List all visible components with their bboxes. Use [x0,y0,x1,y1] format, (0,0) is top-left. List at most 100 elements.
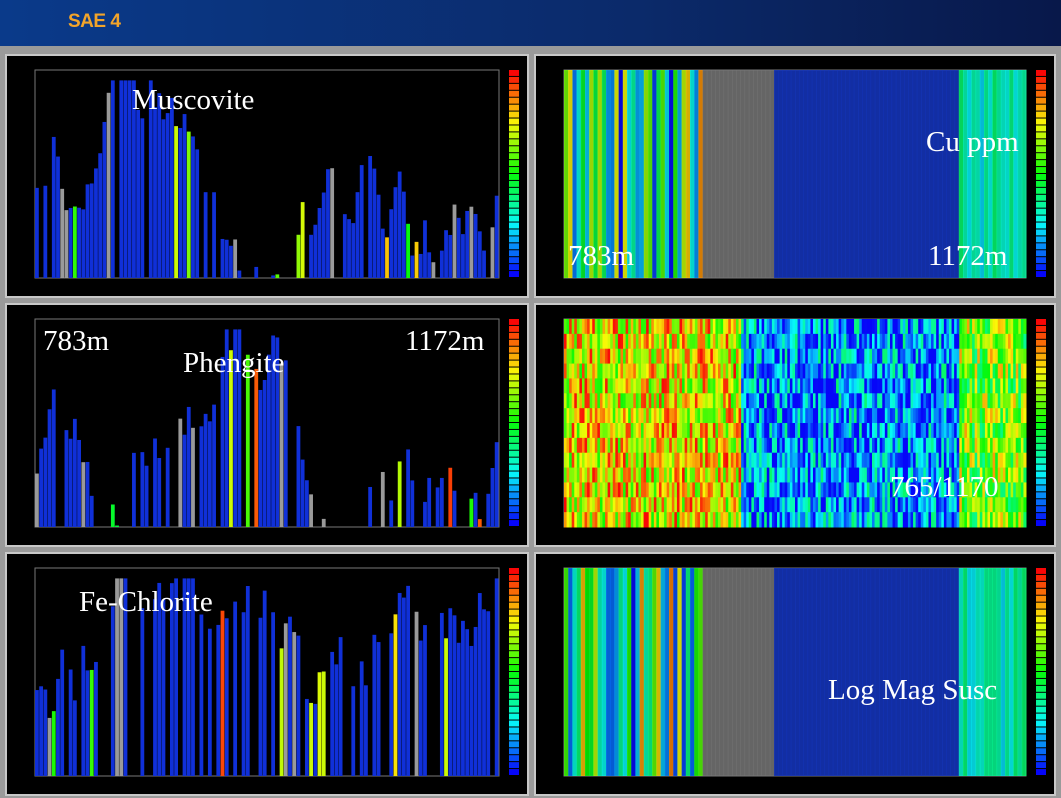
speck [918,512,922,528]
speck [789,378,793,394]
speck [705,452,709,469]
speck [895,333,899,350]
speck [979,363,983,379]
bar [397,461,402,527]
speck [812,423,817,439]
speck [841,408,845,424]
bar [389,500,394,527]
speck [823,497,827,513]
speck [797,452,801,469]
bar [494,578,499,776]
speck [620,437,624,454]
speck [974,319,978,335]
speck [882,393,886,409]
speck [954,512,958,528]
speck [966,452,971,469]
speck [715,452,719,469]
speck [684,348,688,365]
stripe [883,568,888,776]
stripe [929,70,935,278]
colorbar-cell [1036,83,1046,90]
speck [689,348,693,365]
colorbar-cell [509,167,519,173]
speck [992,408,996,424]
speck [669,423,673,439]
speck [602,363,606,379]
speck [592,512,596,528]
speck [648,497,652,513]
speck [653,408,657,424]
colorbar-cell [1036,264,1046,271]
colorbar-cell [509,132,519,139]
speck [576,497,580,513]
speck [653,512,657,528]
speck [766,348,770,365]
bar [233,329,238,527]
colorbar-cell [1036,229,1046,236]
speck [784,497,788,513]
speck [913,378,917,394]
bar [212,192,216,278]
stripe [971,70,977,278]
colorbar-cell [509,574,519,581]
speck [825,482,829,498]
speck [720,437,724,454]
speck [887,408,891,424]
speck [751,408,755,424]
speck [669,333,673,350]
colorbar-cell [1036,167,1046,173]
speck [576,378,580,394]
bar [47,409,52,527]
speck [964,452,968,469]
speck [705,393,709,409]
speck [915,378,919,394]
speck [1020,437,1024,454]
speck [628,333,632,350]
speck [676,363,680,379]
speck [728,512,732,528]
speck [848,408,852,424]
speck [784,437,788,454]
speck [954,348,958,365]
speck [784,348,788,365]
speck [771,393,775,409]
colorbar-cell [509,492,519,499]
speck [928,497,932,513]
speck [949,333,953,350]
speck [797,482,801,498]
speck [610,452,614,469]
speck [838,333,842,350]
speck [910,512,914,528]
speck [687,512,691,528]
speck [823,467,827,483]
speck [795,497,799,513]
speck [815,348,819,365]
speck [612,512,616,528]
speck [961,482,965,498]
speck [746,363,750,379]
plot-frame [34,69,500,279]
speck [641,393,645,409]
speck [587,482,591,498]
speck [869,482,873,498]
speck [836,333,840,350]
speck [771,497,775,513]
speck [725,319,729,335]
speck [715,363,719,379]
speck [661,333,665,350]
speck [810,423,814,439]
speck [664,497,668,513]
bar [157,93,162,278]
bar [165,113,170,279]
bar [85,670,90,776]
bar [275,274,280,278]
speck [941,408,945,424]
speck [910,482,914,498]
speck [623,497,627,513]
speck [641,363,645,379]
speck [928,348,932,365]
speck [872,319,876,335]
speck [707,333,711,350]
speck [887,512,891,528]
colorbar-cell [509,602,519,609]
